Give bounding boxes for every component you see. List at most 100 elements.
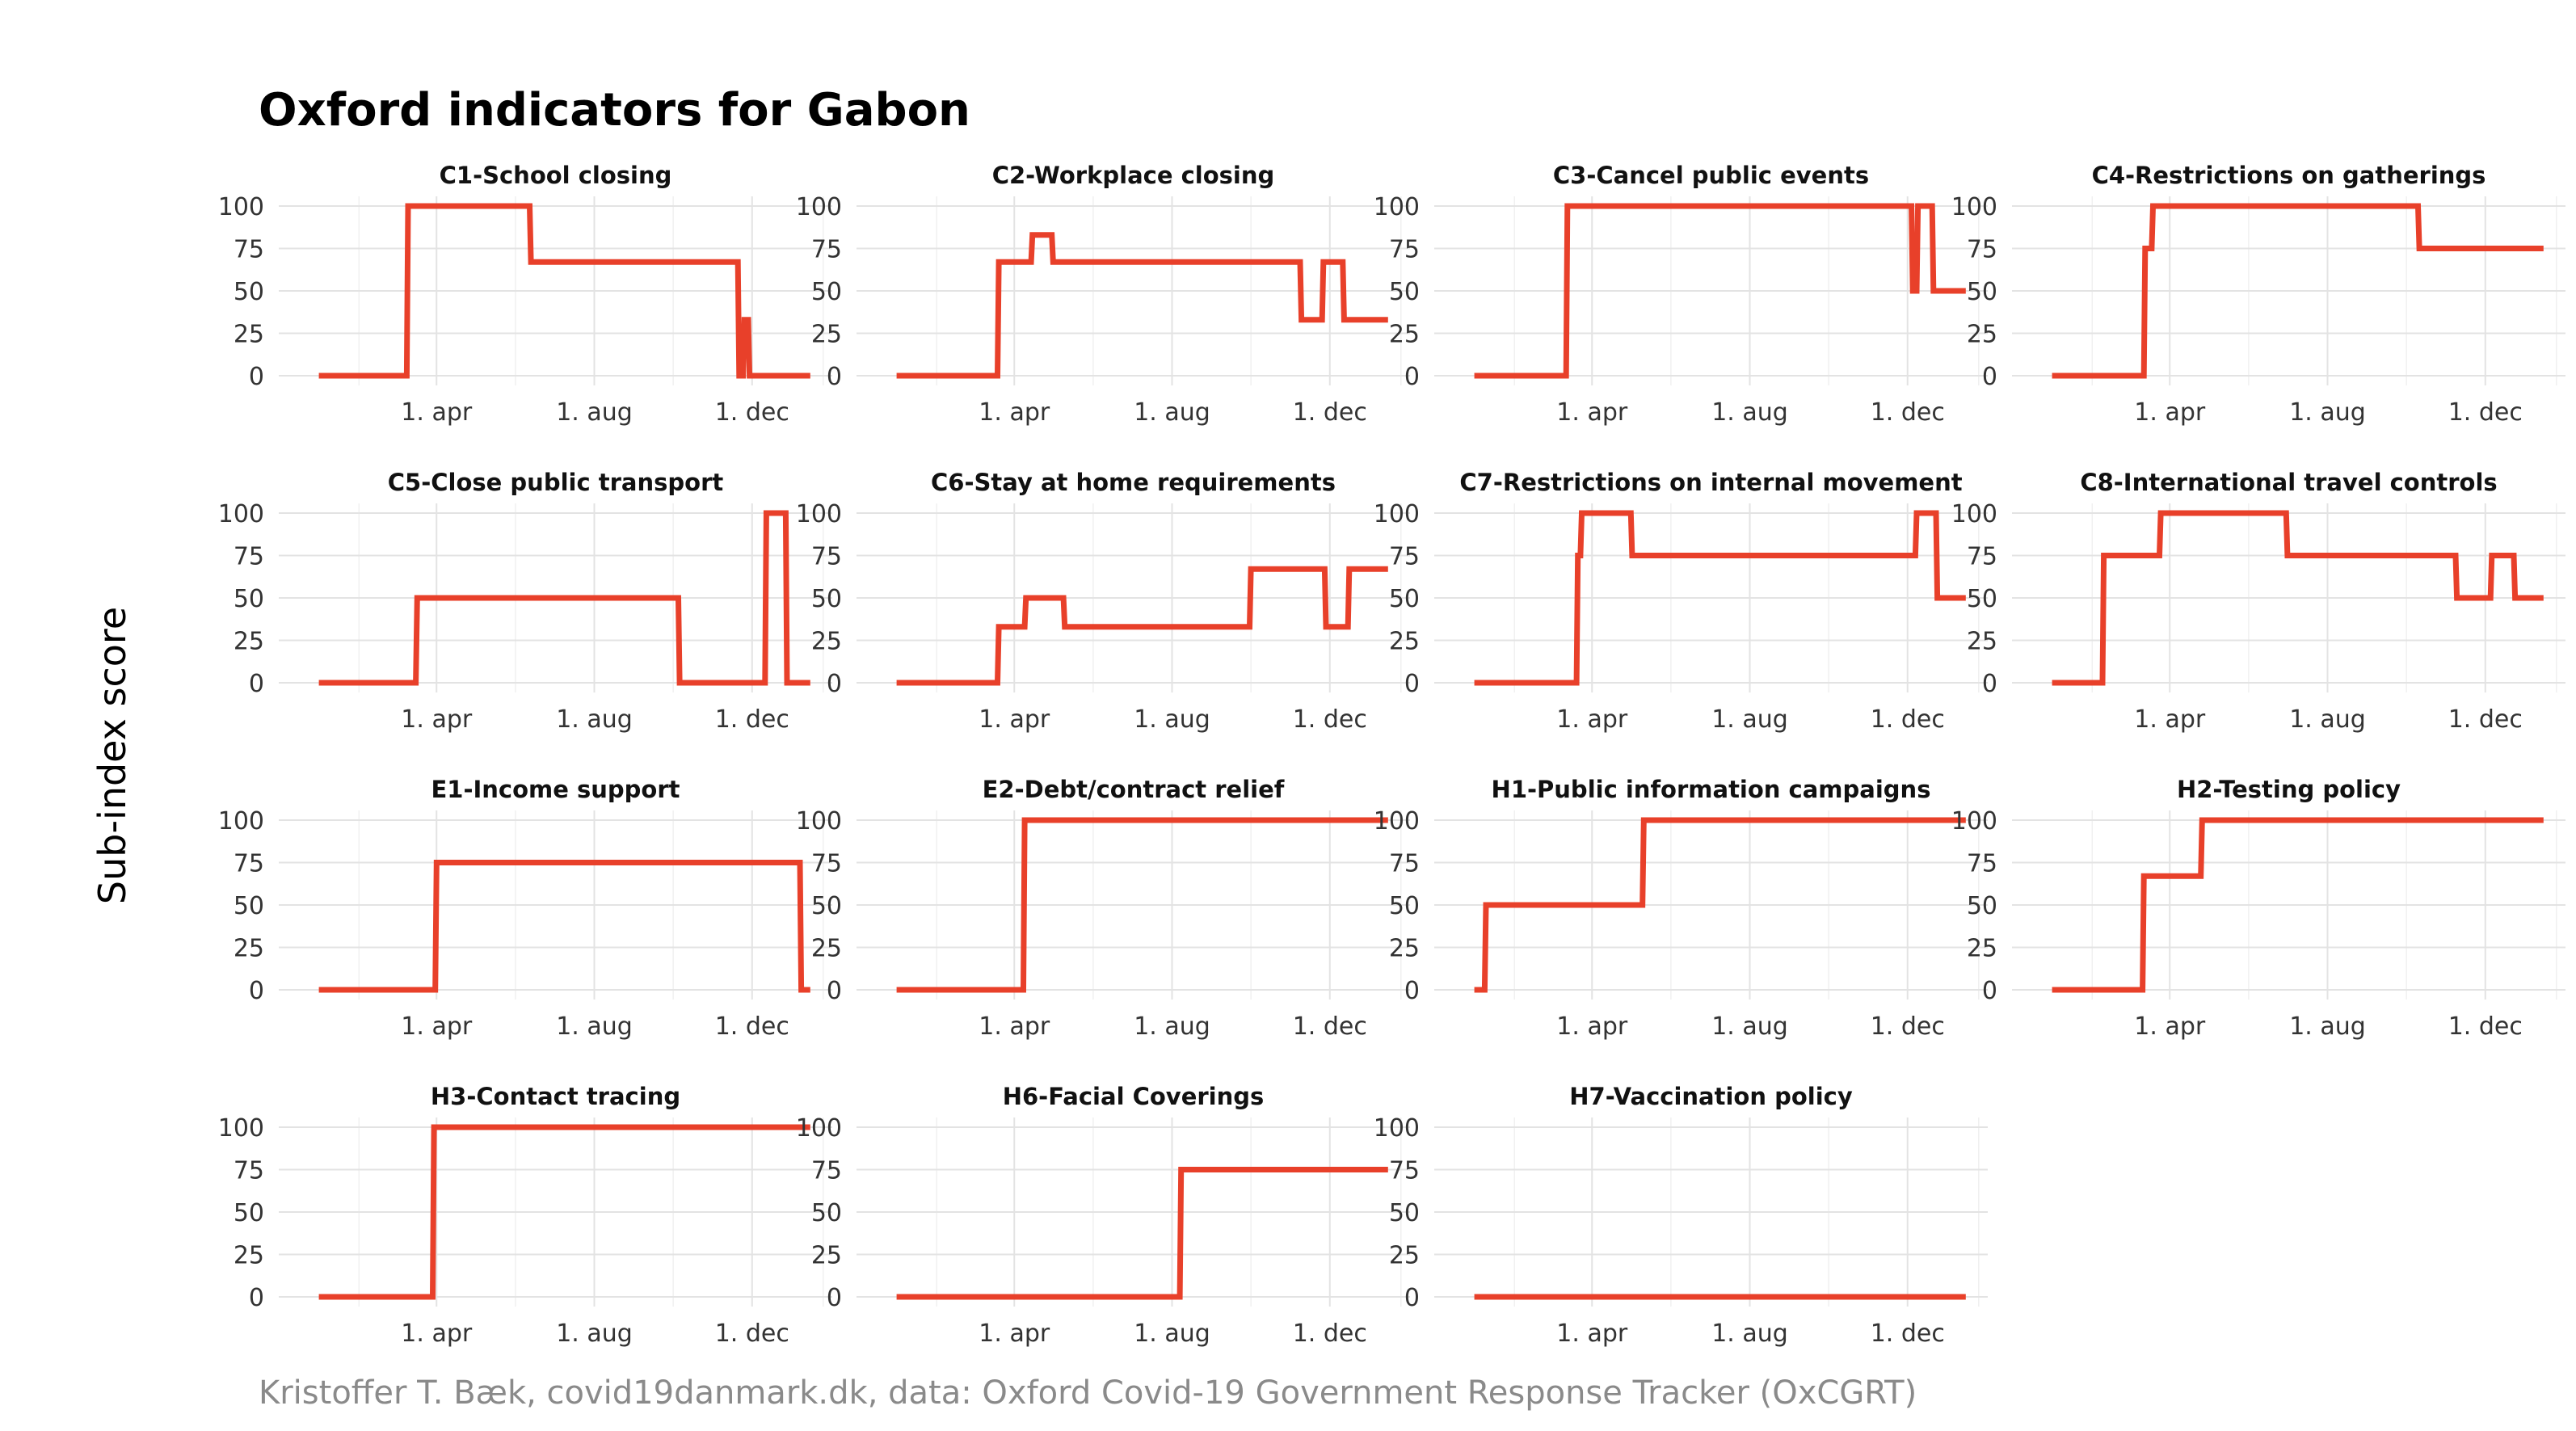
series-line	[318, 860, 810, 993]
y-tick-label: 50	[1389, 1199, 1420, 1227]
panel-11: H1-Public information campaigns 0 25 50 75 10…	[1374, 776, 1988, 1041]
y-tick-label: 0	[827, 1284, 842, 1312]
y-tick-label: 25	[234, 628, 264, 656]
y-tick-label: 50	[1389, 278, 1420, 306]
y-tick-label: 0	[249, 1284, 264, 1312]
x-tick-label: 1. apr	[1556, 398, 1628, 427]
y-tick-label: 50	[1967, 278, 1997, 306]
series-line	[1474, 510, 1966, 686]
panel-2: C2-Workplace closing 0 25 50 75 100 1. apr 1. a…	[796, 162, 1410, 427]
x-tick-label: 1. apr	[1556, 1319, 1628, 1348]
y-tick-label: 100	[1374, 193, 1420, 221]
series-line	[896, 232, 1388, 379]
y-tick-label: 0	[1982, 977, 1997, 1005]
x-tick-label: 1. aug	[1711, 398, 1788, 427]
y-tick-label: 100	[1951, 500, 1997, 528]
y-tick-label: 0	[1982, 670, 1997, 698]
y-tick-label: 100	[218, 500, 264, 528]
x-tick-label: 1. dec	[1871, 1012, 1945, 1041]
panel-15: H7-Vaccination policy 0 25 50 75 100 1. apr 1. …	[1374, 1083, 1988, 1348]
panel-8: C8-International travel controls 0 25 50 75 1…	[1951, 469, 2565, 734]
x-tick-label: 1. dec	[1871, 705, 1945, 734]
x-tick-label: 1. dec	[715, 1319, 789, 1348]
series-line	[2052, 203, 2544, 379]
x-tick-label: 1. aug	[556, 1319, 633, 1348]
y-axis-label: Sub-index score	[90, 607, 134, 904]
series-line	[1474, 817, 1966, 993]
y-tick-label: 50	[1389, 585, 1420, 613]
y-tick-label: 25	[1967, 935, 1997, 963]
y-tick-label: 50	[234, 278, 264, 306]
y-tick-label: 75	[811, 850, 842, 878]
x-tick-label: 1. dec	[715, 398, 789, 427]
y-tick-label: 100	[218, 807, 264, 835]
x-tick-label: 1. aug	[2289, 398, 2366, 427]
panel-title: H2-Testing policy	[2177, 776, 2401, 803]
y-tick-label: 25	[811, 628, 842, 656]
panel-1: C1-School closing 0 25 50 75 100 1. apr 1. aug 1…	[218, 162, 832, 427]
panel-5: C5-Close public transport 0 25 50 75 100 1. ap…	[218, 469, 832, 734]
x-tick-label: 1. aug	[1711, 1012, 1788, 1041]
y-tick-label: 25	[1967, 628, 1997, 656]
panel-title: C3-Cancel public events	[1553, 162, 1869, 189]
x-tick-label: 1. dec	[1871, 398, 1945, 427]
y-tick-label: 50	[811, 1199, 842, 1227]
x-tick-label: 1. apr	[979, 1012, 1050, 1041]
y-tick-label: 25	[234, 321, 264, 349]
y-tick-label: 0	[1404, 670, 1420, 698]
y-tick-label: 100	[796, 193, 842, 221]
y-tick-label: 50	[811, 278, 842, 306]
y-tick-label: 25	[234, 1242, 264, 1270]
x-tick-label: 1. aug	[1134, 705, 1210, 734]
y-tick-label: 0	[1404, 363, 1420, 391]
y-tick-label: 75	[1967, 543, 1997, 571]
y-tick-label: 0	[249, 670, 264, 698]
y-tick-label: 25	[1389, 1242, 1420, 1270]
y-tick-label: 75	[234, 850, 264, 878]
x-tick-label: 1. aug	[1134, 398, 1210, 427]
series-line	[896, 817, 1388, 993]
panel-title: H3-Contact tracing	[431, 1083, 680, 1110]
x-tick-label: 1. apr	[401, 705, 473, 734]
y-tick-label: 100	[796, 1114, 842, 1143]
x-tick-label: 1. apr	[2134, 398, 2206, 427]
panel-6: C6-Stay at home requirements 0 25 50 75 100 1.…	[796, 469, 1410, 734]
x-tick-label: 1. dec	[2448, 1012, 2523, 1041]
x-tick-label: 1. dec	[715, 1012, 789, 1041]
panel-title: C6-Stay at home requirements	[931, 469, 1336, 496]
y-tick-label: 25	[811, 321, 842, 349]
panel-title: C5-Close public transport	[388, 469, 724, 496]
y-tick-label: 0	[249, 363, 264, 391]
x-tick-label: 1. dec	[1871, 1319, 1945, 1348]
y-tick-label: 75	[1967, 850, 1997, 878]
y-tick-label: 75	[811, 543, 842, 571]
x-tick-label: 1. apr	[401, 398, 473, 427]
y-tick-label: 100	[1951, 807, 1997, 835]
y-tick-label: 25	[1389, 628, 1420, 656]
series-line	[318, 203, 810, 379]
y-tick-label: 75	[811, 1157, 842, 1185]
panel-title: H7-Vaccination policy	[1569, 1083, 1853, 1110]
y-tick-label: 100	[796, 500, 842, 528]
panel-title: C7-Restrictions on internal movement	[1459, 469, 1962, 496]
panel-title: E2-Debt/contract relief	[983, 776, 1285, 803]
x-tick-label: 1. aug	[556, 705, 633, 734]
y-tick-label: 100	[218, 193, 264, 221]
y-tick-label: 100	[796, 807, 842, 835]
y-tick-label: 100	[1374, 807, 1420, 835]
y-tick-label: 75	[1389, 850, 1420, 878]
x-tick-label: 1. apr	[979, 705, 1050, 734]
y-tick-label: 0	[1404, 1284, 1420, 1312]
x-tick-label: 1. aug	[1711, 1319, 1788, 1348]
x-tick-label: 1. aug	[1134, 1012, 1210, 1041]
y-tick-label: 0	[1404, 977, 1420, 1005]
y-tick-label: 50	[234, 585, 264, 613]
x-tick-label: 1. apr	[1556, 705, 1628, 734]
panel-3: C3-Cancel public events 0 25 50 75 100 1. apr 1…	[1374, 162, 1988, 427]
y-tick-label: 75	[234, 236, 264, 264]
y-tick-label: 50	[234, 1199, 264, 1227]
y-tick-label: 100	[218, 1114, 264, 1143]
y-tick-label: 75	[1389, 236, 1420, 264]
y-tick-label: 75	[1389, 1157, 1420, 1185]
